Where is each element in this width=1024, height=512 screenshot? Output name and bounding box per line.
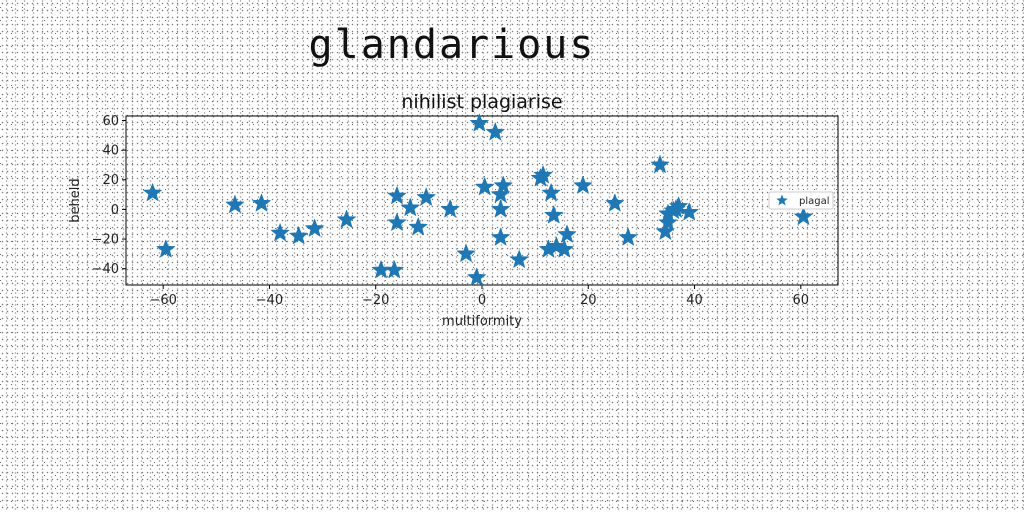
data-point-star [491,199,510,218]
data-point-star [509,250,529,268]
x-tick-label: 20 [580,293,597,308]
data-point-star [555,239,574,258]
legend: plagal [768,191,834,210]
x-tick-label: −40 [256,293,283,308]
data-point-star [440,199,460,218]
y-tick-label: 40 [102,144,119,159]
x-tick-label: 60 [793,293,810,308]
data-point-star [387,212,407,231]
data-point-star [467,267,487,286]
data-point-star [650,155,670,173]
data-point-star [544,205,564,224]
data-point-star [225,195,245,213]
y-tick-label: −40 [92,262,119,277]
data-point-star [679,202,699,221]
data-point-star [491,227,510,246]
data-point-star [557,224,577,243]
data-point-star [794,207,813,225]
plot-area: −60 −40 −20 0 20 40 60 −40 −20 0 20 40 60 [92,113,839,308]
legend-label: plagal [799,196,830,207]
x-tick-label: −20 [362,293,389,308]
data-point-star [533,165,553,184]
data-point-star [493,175,513,194]
x-axis-label: multiformity [442,314,522,329]
data-point-star [658,212,678,231]
x-tick-label: 0 [478,293,486,308]
y-tick-label: −20 [92,233,119,248]
data-point-star [475,177,494,196]
x-tick-label: 40 [686,293,703,308]
data-point-star [387,186,407,205]
data-point-star [305,218,324,237]
x-tick-label: −60 [149,293,176,308]
figure-title: glandarious [308,22,596,68]
data-point-star [400,198,420,216]
data-point-star [252,193,271,212]
y-axis-label: beheld [68,178,83,222]
data-point-star [289,226,309,245]
data-point-star [408,217,428,236]
data-point-star [470,113,489,132]
data-point-star [270,223,290,242]
data-point-star [456,244,476,262]
data-point-star [573,175,593,194]
data-point-star [384,260,404,279]
data-point-star [541,183,561,202]
data-point-star [143,183,162,202]
y-tick-label: 0 [111,203,119,218]
data-point-star [337,209,356,228]
chart-title: nihilist plagiarise [401,91,562,113]
data-point-star [605,193,625,212]
y-tick-label: 20 [102,173,119,188]
data-point-star [669,196,688,215]
data-point-star [618,227,638,246]
y-tick-label: 60 [102,114,119,129]
data-point-star [156,239,176,258]
data-point-star [485,122,505,141]
data-point-star [416,187,436,206]
legend-marker-star [776,194,788,206]
